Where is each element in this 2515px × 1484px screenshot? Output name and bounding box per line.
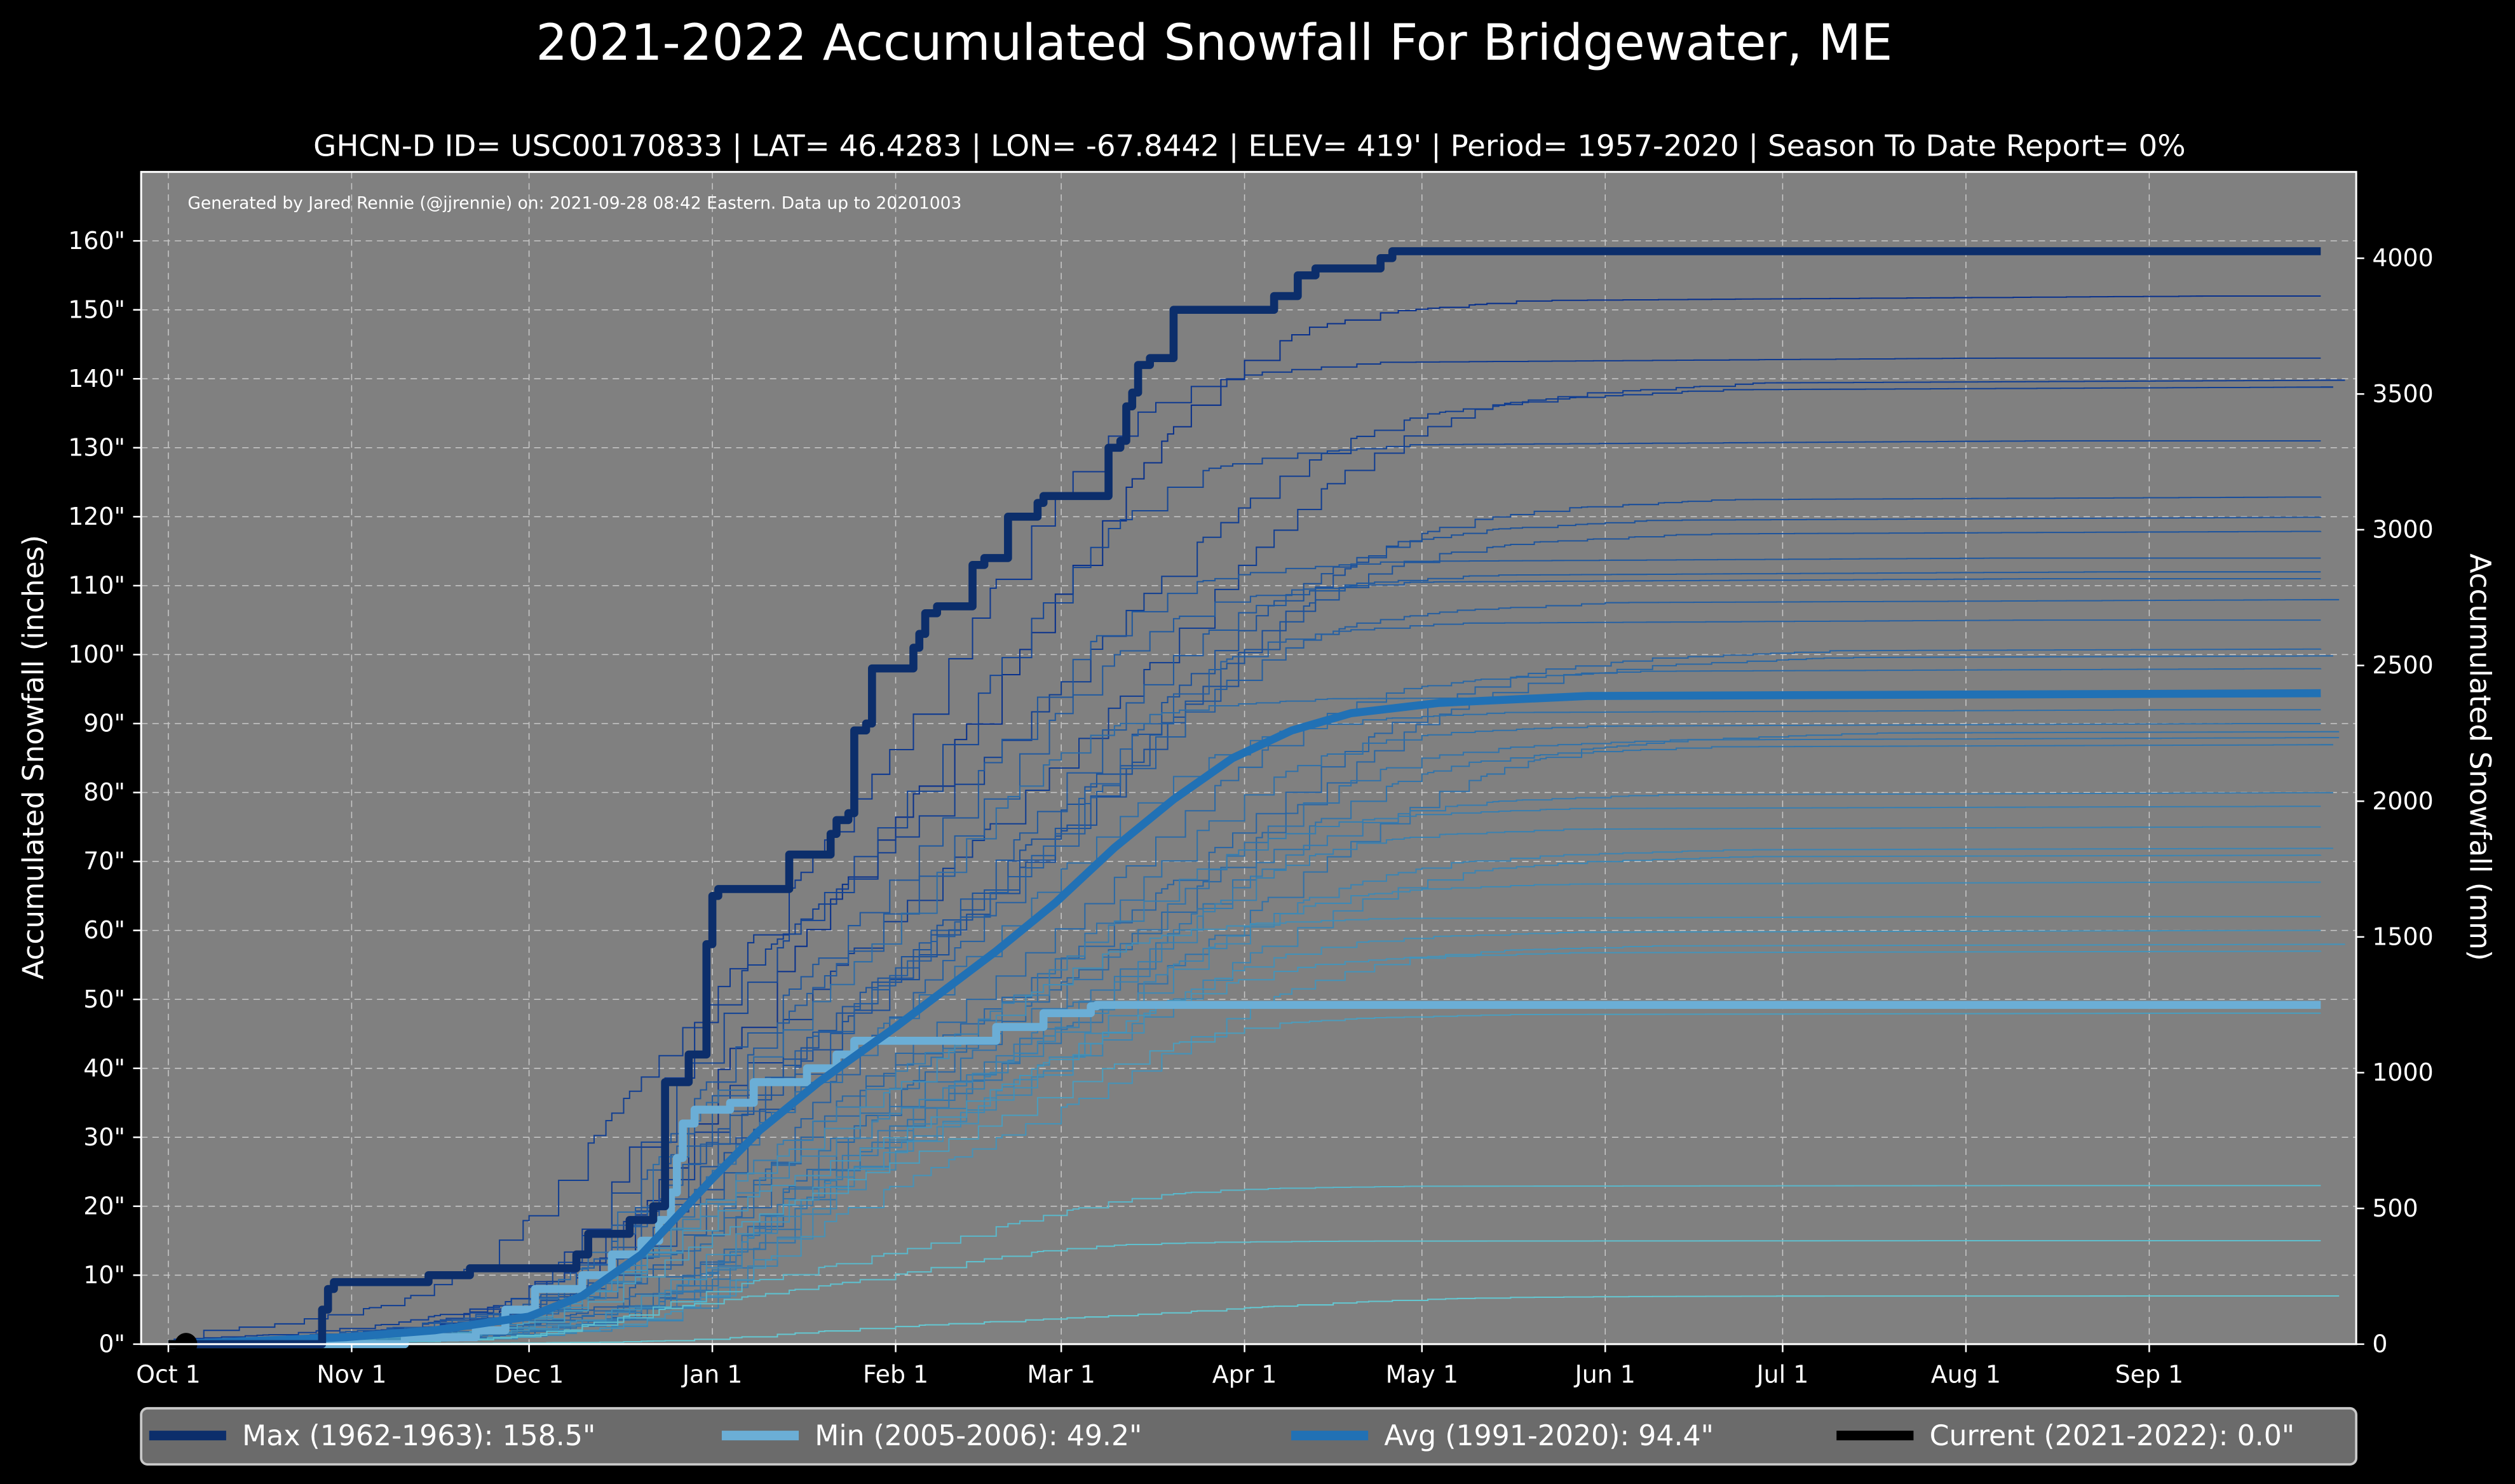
right-y-tick-label: 500 bbox=[2372, 1194, 2418, 1222]
x-tick-label: May 1 bbox=[1386, 1360, 1458, 1388]
right-y-tick-label: 4000 bbox=[2372, 244, 2433, 272]
y-tick-label: 60" bbox=[83, 916, 125, 944]
series-line-min bbox=[168, 1001, 2321, 1349]
historical-season-line bbox=[168, 929, 2321, 1345]
y-tick-label: 130" bbox=[68, 433, 125, 461]
chart-title: 2021-2022 Accumulated Snowfall For Bridg… bbox=[536, 14, 1892, 72]
x-tick-label: Dec 1 bbox=[494, 1360, 564, 1388]
plot-frame bbox=[140, 171, 2357, 1346]
x-tick-label: Jul 1 bbox=[1756, 1360, 1809, 1388]
y-axis-ticks: 0" 10" 20" 30" 40" 50" 60" 70" 80" 90" 100" 110" 120… bbox=[68, 227, 142, 1358]
historical-season-line bbox=[168, 571, 2321, 1345]
x-tick-label: Oct 1 bbox=[136, 1360, 201, 1388]
x-tick-label: Aug 1 bbox=[1931, 1360, 2001, 1388]
legend-label: Avg (1991-2020): 94.4" bbox=[1384, 1420, 1714, 1452]
y-tick-label: 120" bbox=[68, 503, 125, 530]
legend-label: Max (1962-1963): 158.5" bbox=[242, 1420, 595, 1452]
historical-season-line bbox=[168, 943, 2345, 1345]
right-y-axis-label: Accumulated Snowfall (mm) bbox=[2463, 553, 2497, 961]
historical-season-line bbox=[168, 648, 2322, 1345]
x-tick-label: Apr 1 bbox=[1212, 1360, 1277, 1388]
y-tick-label: 30" bbox=[83, 1123, 125, 1151]
x-tick-label: Jun 1 bbox=[1574, 1360, 1636, 1388]
y-axis-label: Accumulated Snowfall (inches) bbox=[17, 535, 50, 980]
right-y-tick-label: 3500 bbox=[2372, 380, 2433, 408]
x-tick-label: Feb 1 bbox=[863, 1360, 928, 1388]
y-tick-label: 80" bbox=[83, 778, 125, 806]
right-y-tick-label: 1000 bbox=[2372, 1058, 2433, 1086]
y-tick-label: 40" bbox=[83, 1054, 125, 1082]
historical-season-line bbox=[168, 379, 2345, 1345]
attribution-annotation: Generated by Jared Rennie (@jjrennie) on… bbox=[187, 194, 961, 213]
y-tick-label: 90" bbox=[83, 710, 125, 738]
series-line-max bbox=[168, 247, 2321, 1349]
x-tick-label: Nov 1 bbox=[316, 1360, 386, 1388]
right-y-tick-label: 2000 bbox=[2372, 787, 2433, 815]
right-y-tick-label: 2500 bbox=[2372, 651, 2433, 679]
historical-season-line bbox=[168, 736, 2340, 1345]
x-tick-label: Mar 1 bbox=[1027, 1360, 1095, 1388]
x-axis-ticks: Oct 1 Nov 1 Dec 1 Jan 1 Feb 1 Mar 1 Apr 1 May 1… bbox=[136, 1344, 2183, 1388]
chart-subtitle: GHCN-D ID= USC00170833 | LAT= 46.4283 | … bbox=[313, 129, 2185, 163]
y-tick-label: 100" bbox=[68, 640, 125, 668]
right-y-tick-label: 0 bbox=[2372, 1330, 2387, 1358]
y-tick-label: 150" bbox=[68, 295, 125, 323]
y-tick-label: 10" bbox=[83, 1261, 125, 1289]
series-line-avg bbox=[168, 689, 2321, 1349]
legend-label: Current (2021-2022): 0.0" bbox=[1930, 1420, 2295, 1452]
historical-season-line bbox=[168, 1185, 2321, 1345]
plot-area bbox=[141, 172, 2357, 1344]
historical-season-line bbox=[168, 1295, 2340, 1345]
y-tick-label: 110" bbox=[68, 572, 125, 600]
legend-label: Min (2005-2006): 49.2" bbox=[815, 1420, 1142, 1452]
grid-lines bbox=[141, 172, 2357, 1345]
x-tick-label: Sep 1 bbox=[2115, 1360, 2183, 1388]
y-tick-label: 70" bbox=[83, 847, 125, 875]
right-y-tick-label: 1500 bbox=[2372, 922, 2433, 950]
y-tick-label: 140" bbox=[68, 365, 125, 393]
legend: Max (1962-1963): 158.5" Min (2005-2006): … bbox=[140, 1406, 2357, 1466]
right-y-axis-ticks: 0 500 1000 1500 2000 2500 3000 3500 4000 bbox=[2356, 244, 2434, 1358]
legend-box bbox=[140, 1406, 2357, 1466]
historical-season-line bbox=[168, 744, 2333, 1345]
highlight-series bbox=[168, 247, 2321, 1356]
historical-season-line bbox=[168, 826, 2321, 1345]
historical-season-line bbox=[168, 598, 2340, 1345]
historical-season-line bbox=[168, 386, 2333, 1345]
y-tick-label: 160" bbox=[68, 227, 125, 255]
y-tick-label: 0" bbox=[98, 1330, 125, 1358]
y-tick-label: 20" bbox=[83, 1192, 125, 1220]
y-tick-label: 50" bbox=[83, 985, 125, 1013]
right-y-tick-label: 3000 bbox=[2372, 515, 2433, 543]
x-tick-label: Jan 1 bbox=[681, 1360, 742, 1388]
